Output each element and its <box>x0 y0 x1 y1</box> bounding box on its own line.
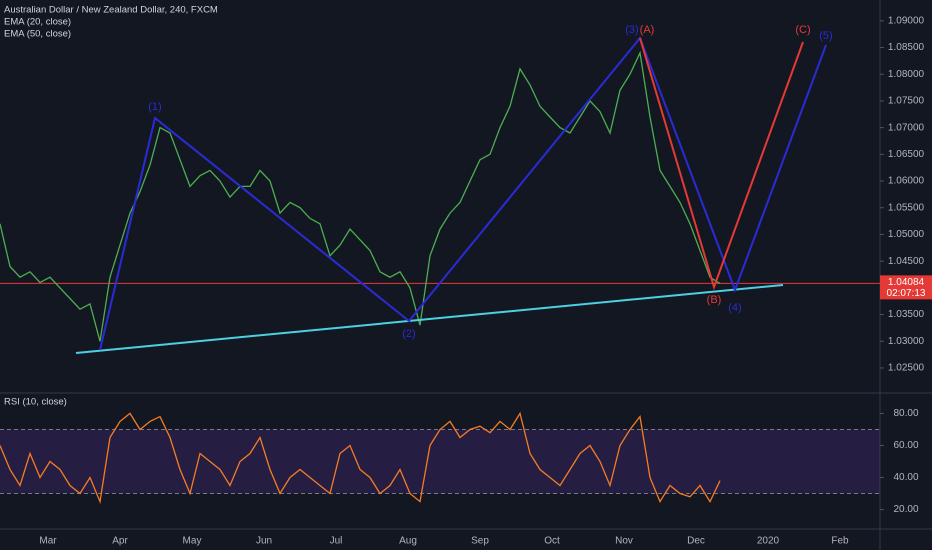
y-tick-label: 1.09000 <box>888 15 925 26</box>
rsi-band <box>0 429 880 494</box>
wave-line <box>99 36 827 351</box>
y-tick-label: 20.00 <box>893 504 918 515</box>
y-tick-label: 1.05500 <box>888 202 925 213</box>
wave-labels: (1) (2) (3) (4) (5) <box>148 24 832 340</box>
wave-label: (4) <box>728 302 741 314</box>
y-tick-label: 1.06000 <box>888 176 925 187</box>
x-tick-label: Oct <box>544 536 560 547</box>
last-price-label: 1.04084 <box>888 277 925 288</box>
wave-label: (3) <box>625 24 638 36</box>
y-tick-label: 1.02500 <box>888 363 925 374</box>
y-tick-label: 60.00 <box>893 440 918 451</box>
wave-labels: (A) (B) (C) <box>640 24 811 306</box>
x-tick-label: Jun <box>256 536 272 547</box>
y-tick-label: 1.03000 <box>888 336 925 347</box>
x-tick-label: Apr <box>112 536 128 547</box>
x-tick-label: Dec <box>687 536 705 547</box>
plot: 1.025001.030001.035001.040001.045001.050… <box>0 15 932 547</box>
y-tick-label: 1.06500 <box>888 149 925 160</box>
indicator-label: EMA (50, close) <box>4 29 71 40</box>
trend-line <box>75 284 784 354</box>
wave-label: (B) <box>707 294 722 306</box>
symbol-title: Australian Dollar / New Zealand Dollar, … <box>4 5 218 16</box>
last-price-box <box>880 275 932 300</box>
wave-label: (2) <box>402 328 415 340</box>
wave-label: (5) <box>819 30 832 42</box>
wave-line <box>639 37 804 291</box>
wave-label: (1) <box>148 101 161 113</box>
y-tick-label: 1.04500 <box>888 256 925 267</box>
x-tick-label: May <box>183 536 202 547</box>
x-tick-label: Nov <box>615 536 633 547</box>
y-tick-label: 1.07500 <box>888 96 925 107</box>
series-line <box>0 411 721 504</box>
x-tick-label: Mar <box>39 536 57 547</box>
wave-label: (A) <box>640 24 655 36</box>
rsi-title: RSI (10, close) <box>4 397 67 408</box>
x-tick-label: Jul <box>330 536 343 547</box>
indicator-label: EMA (20, close) <box>4 17 71 28</box>
series-line <box>0 50 721 342</box>
countdown-label: 02:07:13 <box>887 288 926 299</box>
x-tick-label: Feb <box>831 536 849 547</box>
y-tick-label: 1.08500 <box>888 42 925 53</box>
y-tick-label: 80.00 <box>893 408 918 419</box>
y-tick-label: 40.00 <box>893 472 918 483</box>
y-tick-label: 1.08000 <box>888 69 925 80</box>
y-tick-label: 1.07000 <box>888 122 925 133</box>
y-tick-label: 1.05000 <box>888 229 925 240</box>
x-tick-label: Aug <box>399 536 417 547</box>
x-tick-label: 2020 <box>757 536 780 547</box>
x-tick-label: Sep <box>471 536 489 547</box>
wave-label: (C) <box>795 24 810 36</box>
y-tick-label: 1.03500 <box>888 309 925 320</box>
